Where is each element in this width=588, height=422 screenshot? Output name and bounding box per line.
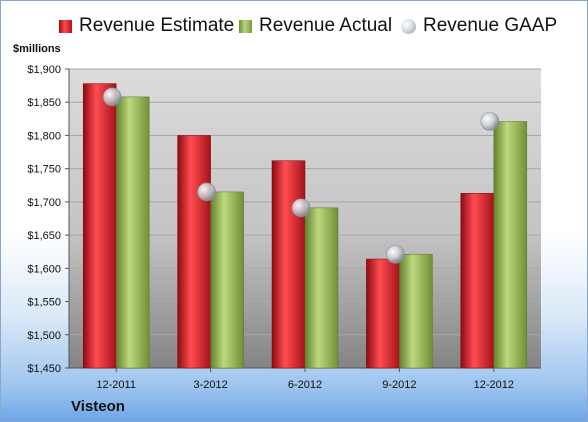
y-tick-label: $1,450 bbox=[27, 363, 61, 375]
company-name: Visteon bbox=[71, 398, 125, 415]
x-tick-label: 12-2011 bbox=[96, 379, 136, 391]
y-tick-label: $1,500 bbox=[27, 330, 61, 342]
marker-revenue-gaap bbox=[102, 87, 122, 107]
bar-revenue-actual bbox=[304, 207, 339, 369]
marker-revenue-gaap bbox=[197, 182, 216, 202]
y-tick-label: $1,800 bbox=[27, 130, 61, 142]
legend-swatch-gaap bbox=[401, 18, 416, 34]
y-tick-label: $1,900 bbox=[27, 64, 61, 76]
y-tick-label: $1,650 bbox=[27, 230, 61, 242]
bar-revenue-estimate bbox=[366, 258, 400, 369]
marker-revenue-gaap bbox=[480, 112, 500, 131]
bar-revenue-actual bbox=[115, 96, 150, 369]
bar-revenue-estimate bbox=[177, 135, 211, 369]
bar-revenue-estimate bbox=[82, 83, 117, 369]
legend-swatch-actual bbox=[239, 19, 252, 33]
y-tick-label: $1,850 bbox=[27, 97, 61, 109]
y-axis-unit-label: $millions bbox=[13, 43, 61, 55]
legend-label-estimate: Revenue Estimate bbox=[79, 15, 235, 36]
x-tick-label: 9-2012 bbox=[382, 379, 416, 391]
legend-label-actual: Revenue Actual bbox=[259, 15, 393, 36]
bar-revenue-estimate bbox=[271, 160, 306, 369]
marker-revenue-gaap bbox=[386, 245, 405, 264]
y-tick-label: $1,600 bbox=[27, 263, 61, 275]
x-tick-label: 3-2012 bbox=[193, 379, 227, 391]
y-tick-label: $1,700 bbox=[27, 197, 61, 209]
legend-item-revenue-actual: Revenue Actual bbox=[239, 15, 392, 37]
legend: Revenue Estimate Revenue Actual Revenue … bbox=[1, 15, 587, 45]
legend-label-gaap: Revenue GAAP bbox=[423, 15, 558, 36]
bar-revenue-actual bbox=[210, 191, 244, 369]
legend-item-revenue-estimate: Revenue Estimate bbox=[59, 15, 234, 37]
bar-revenue-actual bbox=[399, 254, 433, 369]
bar-revenue-estimate bbox=[460, 193, 495, 369]
y-tick-label: $1,550 bbox=[27, 297, 61, 309]
marker-revenue-gaap bbox=[291, 198, 311, 218]
y-tick-label: $1,750 bbox=[27, 164, 61, 176]
bar-revenue-actual bbox=[493, 121, 528, 369]
x-tick-label: 12-2012 bbox=[474, 379, 514, 391]
legend-item-revenue-gaap: Revenue GAAP bbox=[401, 15, 557, 37]
x-tick-label: 6-2012 bbox=[288, 379, 322, 391]
legend-swatch-estimate bbox=[59, 19, 72, 33]
